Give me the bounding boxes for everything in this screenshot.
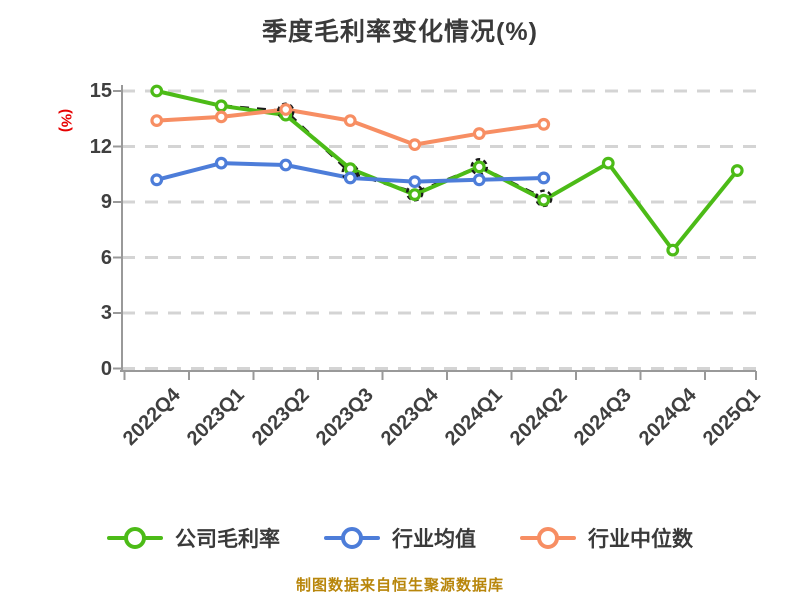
y-tick-label-15: 15	[89, 80, 112, 102]
series-2-point-5	[472, 127, 486, 140]
series-0-point-8	[666, 243, 680, 257]
series-1-point-0	[150, 173, 164, 187]
legend-label-2: 行业中位数	[588, 528, 693, 551]
y-tick-label-9: 9	[100, 191, 112, 213]
series-1-point-5	[472, 173, 486, 187]
legend-item-0: 公司毛利率	[107, 523, 280, 553]
y-tick-label-0: 0	[100, 357, 112, 380]
legend-marker-icon	[107, 527, 163, 549]
series-2-point-0	[150, 114, 164, 127]
legend: 公司毛利率 行业均值 行业中位数	[0, 518, 800, 558]
series-0-point-5	[472, 160, 486, 174]
series-1-point-3	[343, 171, 357, 185]
series-2-point-6	[537, 117, 551, 131]
legend-marker-dot	[341, 527, 363, 549]
series-0-point-9	[730, 164, 744, 177]
series-0-point-7	[601, 156, 615, 170]
series-2-point-3	[343, 114, 357, 127]
series-0-point-0	[150, 84, 164, 98]
y-tick-label-6: 6	[100, 246, 112, 269]
legend-item-1: 行业均值	[324, 523, 476, 553]
series-2-point-4	[408, 138, 422, 152]
legend-marker-dot	[537, 527, 559, 549]
legend-item-2: 行业中位数	[520, 523, 693, 553]
legend-label-0: 公司毛利率	[175, 528, 280, 551]
legend-marker-icon	[324, 527, 380, 549]
chart-title: 季度毛利率变化情况(%)	[262, 18, 538, 46]
y-tick-label-12: 12	[89, 135, 112, 158]
series-0-point-1	[214, 99, 228, 113]
y-tick-label-3: 3	[100, 302, 112, 324]
series-0-point-6	[537, 193, 551, 207]
series-2-point-2	[279, 103, 293, 116]
series-1-point-6	[537, 171, 551, 185]
series-0-point-4	[408, 188, 422, 202]
legend-label-1: 行业均值	[392, 528, 476, 551]
legend-marker-dot	[124, 527, 146, 549]
legend-marker-icon	[520, 527, 576, 549]
series-1-point-4	[408, 175, 422, 189]
data-source-note: 制图数据来自恒生聚源数据库	[295, 577, 504, 594]
series-1-point-1	[214, 156, 228, 170]
series-1-point-2	[279, 158, 293, 172]
series-2-point-1	[214, 110, 228, 124]
